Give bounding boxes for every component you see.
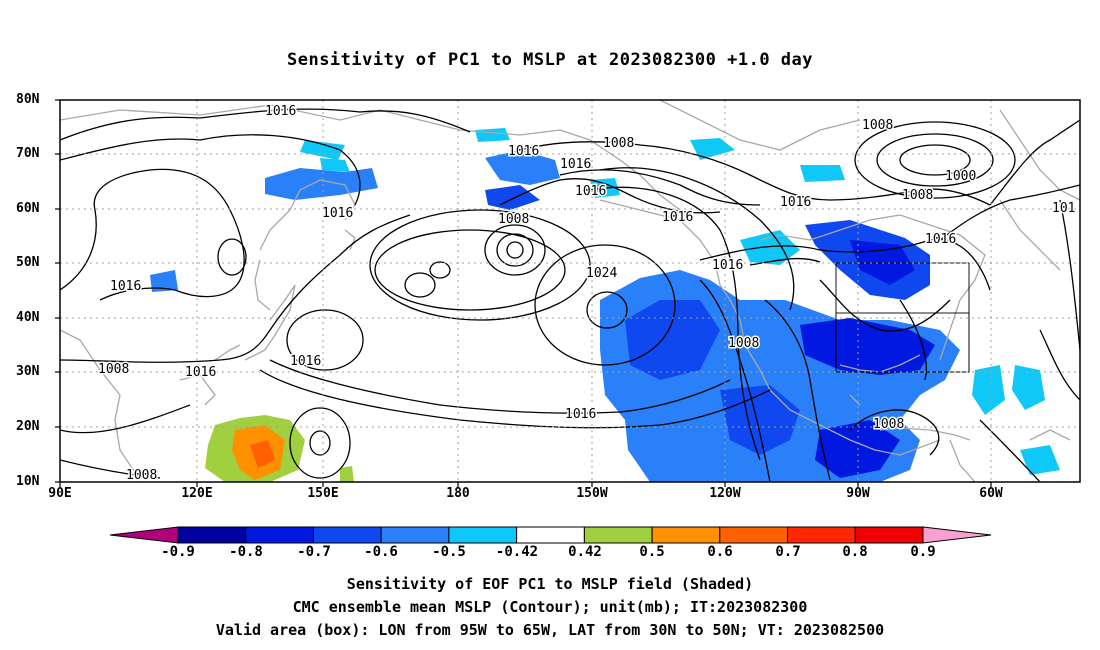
- colorbar-cell: [516, 526, 585, 544]
- contour-label: 1016: [290, 354, 321, 369]
- colorbar-cell: [651, 526, 721, 544]
- colorbar-cell: [245, 526, 314, 544]
- contour-label: 1024: [586, 266, 617, 281]
- colorbar-label: 0.8: [842, 544, 868, 560]
- colorbar-cell: [787, 526, 856, 544]
- coastlines: [60, 100, 1080, 482]
- lat-label: 60N: [16, 201, 40, 216]
- colorbar-cell: [854, 526, 924, 544]
- contour-labels: 1016 1008 1016 1016 1008 1000 1008 1016 …: [97, 103, 1077, 483]
- contour-label: 1016: [575, 184, 606, 199]
- colorbar-cell: [719, 526, 789, 544]
- lat-label: 20N: [16, 419, 40, 434]
- footer-line-3: Valid area (box): LON from 95W to 65W, L…: [215, 621, 885, 639]
- colorbar-cells: [109, 526, 992, 544]
- lat-label: 70N: [16, 146, 40, 161]
- contour-label: 1008: [873, 417, 904, 432]
- lon-label: 150E: [307, 486, 339, 501]
- contour-label: 1016: [565, 407, 596, 422]
- colorbar-min-arrow: [109, 526, 179, 544]
- lon-label: 90W: [846, 486, 870, 501]
- footer-line-1: Sensitivity of EOF PC1 to MSLP field (Sh…: [346, 575, 754, 593]
- lon-label: 120E: [181, 486, 213, 501]
- lon-label: 120W: [709, 486, 741, 501]
- map-title: Sensitivity of PC1 to MSLP at 2023082300…: [286, 50, 813, 70]
- grid-lines: [60, 100, 1080, 482]
- contour-label: 1008: [498, 212, 529, 227]
- contour-label: 1008: [603, 136, 634, 151]
- contour-label: 1016: [662, 210, 693, 225]
- colorbar-cell: [380, 526, 450, 544]
- sensitivity-shading: [150, 128, 1060, 482]
- lon-label: 60W: [979, 486, 1003, 501]
- colorbar-label: -0.42: [495, 544, 539, 560]
- contour-label: 101: [1052, 201, 1075, 216]
- lat-label: 40N: [16, 310, 40, 325]
- contour-label: 1016: [925, 232, 956, 247]
- colorbar-label: -0.9: [161, 544, 195, 560]
- mslp-contours: [60, 108, 1080, 482]
- colorbar-label: -0.7: [297, 544, 331, 560]
- footer-line-2: CMC ensemble mean MSLP (Contour); unit(m…: [292, 598, 808, 616]
- contour-label: 1016: [560, 157, 591, 172]
- colorbar-cell: [177, 526, 247, 544]
- contour-label: 1016: [110, 279, 141, 294]
- lon-label: 150W: [576, 486, 608, 501]
- lat-label: 10N: [16, 474, 40, 489]
- colorbar-label: 0.5: [639, 544, 665, 560]
- lon-label: 90E: [48, 486, 72, 501]
- lon-label: 180: [446, 486, 470, 501]
- contour-label: 1016: [508, 144, 539, 159]
- colorbar-label: 0.7: [775, 544, 801, 560]
- plot-frame: [59, 99, 1081, 483]
- contour-label: 1000: [945, 169, 976, 184]
- contour-label: 1008: [728, 336, 759, 351]
- lat-label: 50N: [16, 255, 40, 270]
- contour-label: 1016: [780, 195, 811, 210]
- colorbar-label: 0.6: [707, 544, 733, 560]
- colorbar-cell: [312, 526, 382, 544]
- lat-label: 30N: [16, 364, 40, 379]
- colorbar-cell: [448, 526, 518, 544]
- lat-label: 80N: [16, 92, 40, 107]
- colorbar-max-arrow: [922, 526, 992, 544]
- contour-label: 1008: [98, 362, 129, 377]
- colorbar-label: -0.5: [432, 544, 466, 560]
- contour-label: 1016: [185, 365, 216, 380]
- contour-label: 1008: [862, 118, 893, 133]
- axis-ticks: [55, 99, 992, 487]
- colorbar-label: 0.42: [568, 544, 602, 560]
- colorbar-label: -0.8: [229, 544, 263, 560]
- contour-label: 1016: [712, 258, 743, 273]
- colorbar-label: 0.9: [910, 544, 936, 560]
- colorbar-cell: [583, 526, 653, 544]
- contour-label: 1016: [322, 206, 353, 221]
- colorbar-label: -0.6: [364, 544, 398, 560]
- contour-label: 1008: [902, 188, 933, 203]
- contour-label: 1008: [126, 468, 157, 483]
- contour-label: 1016: [265, 104, 296, 119]
